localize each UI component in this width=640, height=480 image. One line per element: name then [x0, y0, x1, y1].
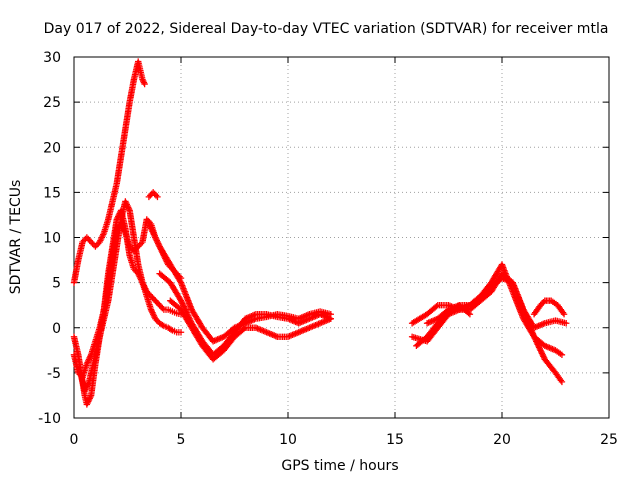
y-tick-label: -10 — [38, 411, 61, 427]
x-tick-label: 5 — [177, 432, 186, 448]
y-tick-label: 25 — [43, 95, 61, 111]
y-tick-label: 15 — [43, 185, 61, 201]
x-axis-label: GPS time / hours — [281, 458, 398, 474]
grid — [74, 57, 609, 418]
data-point — [141, 80, 148, 88]
series-track-D — [77, 198, 185, 395]
y-tick-labels: -10 -5 0 5 10 15 20 25 30 — [38, 50, 61, 427]
series-track-G — [156, 270, 334, 359]
data-marks — [70, 58, 570, 408]
series-track-E — [145, 189, 161, 201]
data-point — [240, 325, 248, 333]
data-point — [327, 315, 334, 322]
x-tick-label: 20 — [493, 432, 511, 448]
data-point — [558, 351, 566, 359]
y-axis-label: SDTVAR / TECUs — [8, 180, 24, 295]
data-point — [433, 303, 440, 310]
x-tick-labels: 0 5 10 15 20 25 — [70, 432, 618, 448]
data-point — [177, 329, 185, 336]
y-tick-label: 30 — [43, 50, 61, 66]
y-tick-label: 10 — [43, 231, 61, 247]
x-tick-label: 0 — [70, 432, 79, 448]
y-tick-label: 20 — [43, 140, 61, 156]
x-tick-label: 15 — [386, 432, 404, 448]
data-point — [167, 326, 175, 333]
series-track-A — [70, 58, 148, 286]
y-tick-label: 0 — [52, 321, 61, 337]
chart-title: Day 017 of 2022, Sidereal Day-to-day VTE… — [44, 21, 609, 37]
data-point — [159, 321, 166, 329]
data-point — [139, 77, 147, 85]
data-point — [563, 320, 570, 327]
data-point — [466, 311, 474, 318]
series-track-L — [423, 301, 474, 327]
series-track-M — [530, 297, 568, 318]
data-point — [558, 378, 566, 386]
data-point — [154, 193, 161, 201]
x-tick-label: 25 — [600, 432, 618, 448]
axis-ticks — [73, 56, 610, 419]
series-track-H — [167, 297, 334, 363]
data-point — [560, 311, 568, 318]
y-tick-label: -5 — [47, 366, 61, 382]
y-tick-label: 5 — [52, 276, 61, 292]
data-point — [465, 309, 472, 317]
x-tick-label: 10 — [279, 432, 297, 448]
data-point — [176, 278, 184, 285]
